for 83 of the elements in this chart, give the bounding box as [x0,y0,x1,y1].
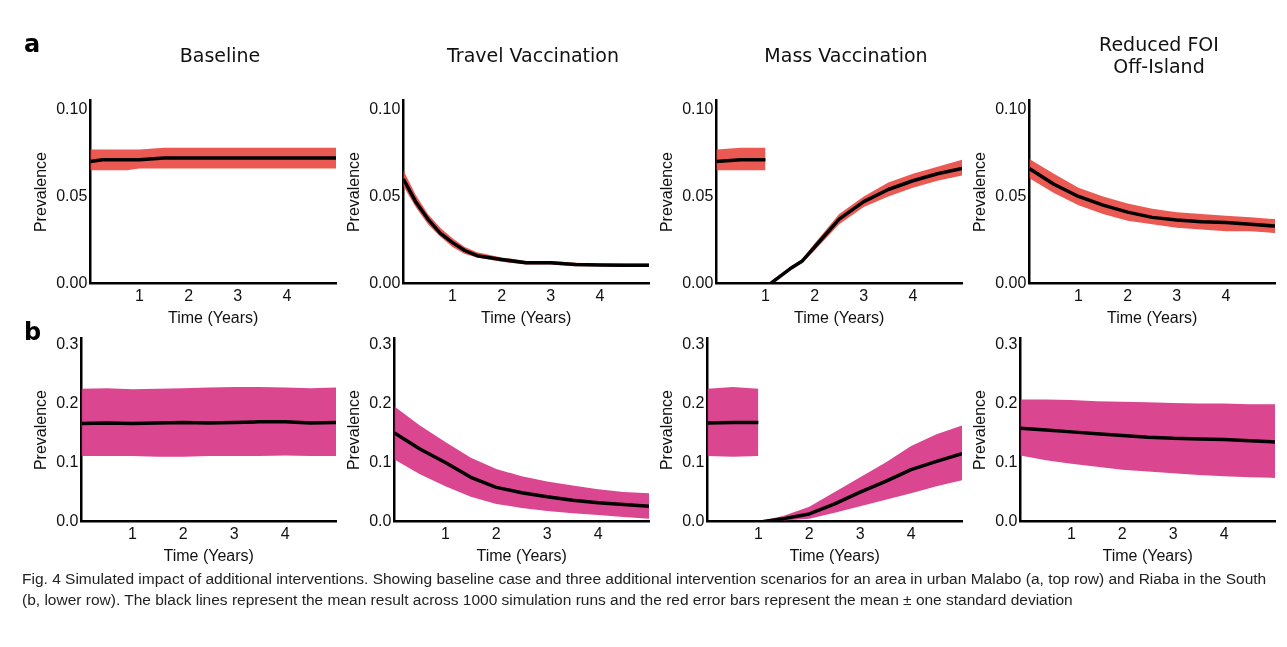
x-axis-title: Time (Years) [793,308,885,326]
x-tick-label: 4 [593,524,603,542]
y-tick-label: 0.2 [682,393,705,411]
x-axis-title: Time (Years) [163,546,254,564]
x-tick-label: 2 [184,286,194,304]
x-axis-title: Time (Years) [476,546,567,564]
y-tick-label: 0.1 [682,452,705,470]
chart-title: Baseline [178,43,262,68]
x-axis-title: Time (Years) [480,308,572,326]
chart-title: Reduced FOI Off-Island [1098,32,1220,79]
x-tick-label: 1 [753,524,763,542]
x-tick-label: 1 [127,524,137,542]
x-axis-title: Time (Years) [167,308,259,326]
x-tick-label: 3 [1168,524,1178,542]
y-axis-title: Prevalence [658,151,676,233]
y-tick-label: 0.05 [56,186,88,204]
x-tick-label: 2 [810,286,820,304]
y-tick-label: 0.00 [369,274,401,292]
x-tick-label: 2 [497,286,507,304]
y-tick-label: 0.10 [682,99,714,117]
y-axis-title: Prevalence [971,151,989,233]
x-tick-label: 3 [542,524,552,542]
x-tick-label: 2 [178,524,188,542]
x-tick-label: 2 [1123,286,1133,304]
x-axis-title: Time (Years) [1102,546,1193,564]
y-tick-label: 0.10 [56,99,88,117]
y-axis-title: Prevalence [32,389,50,471]
y-tick-label: 0.0 [682,512,705,530]
x-tick-label: 4 [1219,524,1229,542]
x-tick-label: 1 [1066,524,1076,542]
x-tick-label: 4 [595,286,605,304]
x-tick-label: 3 [1172,286,1182,304]
text: b [24,318,42,346]
y-tick-label: 0.10 [369,99,401,117]
caption: Fig. 4 Simulated impact of additional interventions. Showing baseline case and three additional intervention scenarios for an area in urban Malabo (a, top row) and Riaba in the South (b, lower row). The black lines represent the mean result across 1000 simulation runs and the red error bars represent the mean ± one standard deviation [22,569,1268,610]
y-tick-label: 0.00 [995,274,1027,292]
x-tick-label: 3 [233,286,243,304]
x-tick-label: 1 [135,286,145,304]
y-tick-label: 0.2 [56,393,79,411]
x-tick-label: 4 [906,524,916,542]
x-tick-label: 3 [546,286,556,304]
y-tick-label: 0.2 [995,393,1018,411]
y-tick-label: 0.3 [56,334,79,352]
y-axis-title: Prevalence [658,389,676,471]
y-axis-title: Prevalence [345,389,363,471]
x-axis-title: Time (Years) [1106,308,1198,326]
x-tick-label: 3 [859,286,869,304]
chart-title: Travel Vaccination [446,43,620,68]
x-tick-label: 3 [229,524,239,542]
y-axis-title: Prevalence [345,151,363,233]
x-tick-label: 1 [440,524,450,542]
y-tick-label: 0.2 [369,393,392,411]
y-tick-label: 0.10 [995,99,1027,117]
y-tick-label: 0.05 [995,186,1027,204]
y-tick-label: 0.1 [995,452,1018,470]
y-axis-title: Prevalence [971,389,989,471]
y-axis-title: Prevalence [32,151,50,233]
y-tick-label: 0.05 [369,186,401,204]
y-tick-label: 0.3 [682,334,705,352]
x-tick-label: 2 [1117,524,1127,542]
x-tick-label: 4 [908,286,918,304]
x-tick-label: 2 [491,524,501,542]
x-tick-label: 2 [804,524,814,542]
text: a [24,30,41,58]
x-tick-label: 4 [282,286,292,304]
y-tick-label: 0.1 [56,452,79,470]
y-tick-label: 0.1 [369,452,392,470]
y-tick-label: 0.00 [682,274,714,292]
x-tick-label: 4 [1221,286,1231,304]
y-tick-label: 0.0 [995,512,1018,530]
y-tick-label: 0.3 [995,334,1018,352]
chart-title: Mass Vaccination [763,43,929,68]
y-tick-label: 0.0 [369,512,392,530]
y-tick-label: 0.05 [682,186,714,204]
x-tick-label: 1 [1074,286,1084,304]
y-tick-label: 0.3 [369,334,392,352]
x-tick-label: 1 [761,286,771,304]
x-axis-title: Time (Years) [789,546,880,564]
x-tick-label: 1 [448,286,458,304]
x-tick-label: 4 [280,524,290,542]
x-tick-label: 3 [855,524,865,542]
y-tick-label: 0.00 [56,274,88,292]
y-tick-label: 0.0 [56,512,79,530]
